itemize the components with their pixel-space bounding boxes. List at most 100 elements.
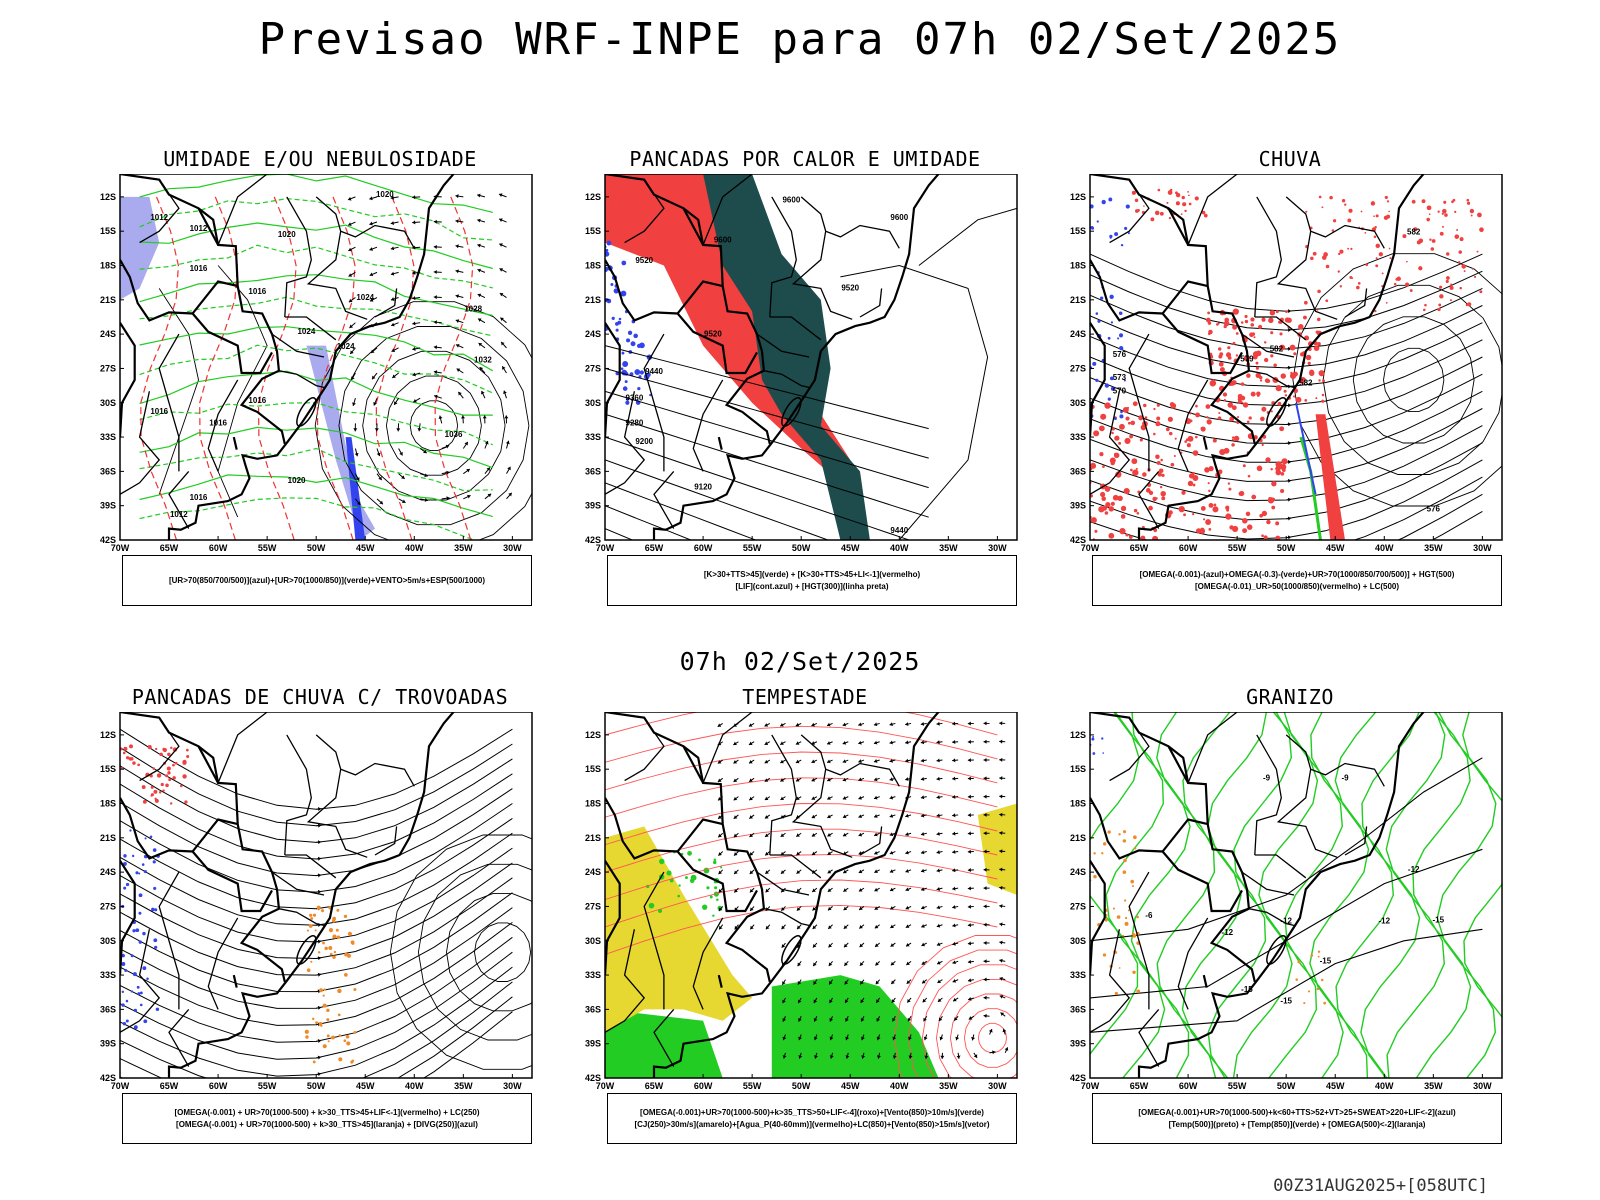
contour-label: 9120 (694, 483, 712, 492)
lat-tick-label: 18S (1070, 799, 1086, 809)
omega-rain-area (1267, 497, 1275, 504)
panel-title: PANCADAS POR CALOR E UMIDADE (629, 147, 981, 171)
wind-vector-head (379, 500, 383, 505)
omega-weak-area (1114, 232, 1119, 237)
omega-rain-area (1305, 210, 1308, 213)
wind-vector-head (780, 741, 784, 745)
omega-rain-area (1271, 505, 1276, 510)
wind-vector-head (967, 849, 971, 854)
lat-tick-label: 18S (585, 799, 601, 809)
omega-rain-area (1232, 308, 1239, 315)
lat-tick-label: 42S (585, 535, 601, 545)
divergence-250-area (125, 1019, 129, 1023)
omega-rain-area (1279, 332, 1283, 336)
omega-weak-area (1119, 414, 1124, 419)
lon-tick-label: 60W (694, 1081, 713, 1091)
wind-vector-head (764, 741, 769, 745)
hail-area (1102, 752, 1105, 754)
omega-weak-area (1114, 417, 1117, 420)
omega-rain-area (1173, 455, 1176, 458)
omega-rain-area (1203, 213, 1208, 218)
omega-rain-area (1235, 332, 1239, 335)
wind-vector-head (717, 723, 722, 727)
omega-rain-area (1200, 427, 1203, 430)
omega-rain-area (1200, 506, 1206, 511)
omega-weak-area (1092, 361, 1097, 366)
omega-rain-area (1229, 416, 1235, 422)
omega-weak-area (1109, 294, 1114, 299)
contour-label: 1012 (190, 224, 208, 233)
thunderstorm-red-area (120, 766, 124, 770)
humidity-low-level-contour (139, 174, 493, 213)
omega-weak-area (1109, 376, 1114, 381)
wind-vector-head (780, 870, 785, 874)
wind-vector-head (412, 321, 416, 326)
omega-rain-area (1329, 195, 1333, 200)
omega-rain-area (1341, 199, 1346, 203)
wind-vector-head (433, 244, 437, 249)
lon-tick-label: 45W (841, 543, 860, 553)
lat-tick-label: 39S (585, 1039, 601, 1049)
low-level-streamline (935, 978, 1017, 1078)
contour-label: 9360 (626, 393, 644, 402)
wind-vector-head (369, 247, 374, 251)
omega-rain-area (1373, 215, 1375, 218)
wind-vector-head (905, 887, 910, 892)
divergence-250-area (131, 854, 135, 858)
wind-vector-head (922, 998, 927, 1003)
omega-rain-area (1219, 367, 1225, 372)
omega-rain-area (1280, 472, 1285, 476)
lat-tick-label: 39S (100, 1039, 116, 1049)
wind-vector-head (873, 759, 878, 763)
wind-vector-head (795, 778, 800, 782)
omega-rain-area (1282, 468, 1286, 472)
omega-rain-area (1280, 373, 1286, 379)
panel-legend: [OMEGA(-0.001) + UR>70(1000-500) + k>30_… (122, 1093, 532, 1144)
wind-vector-head (967, 959, 972, 964)
wind-vector-head (317, 972, 322, 977)
omega-rain-area (1270, 467, 1273, 471)
omega-rain-area (1135, 467, 1138, 470)
lat-tick-label: 24S (1070, 867, 1086, 877)
wind-vector-head (764, 815, 769, 819)
wind-vector-head (749, 870, 754, 874)
wind-vector-head (905, 740, 909, 745)
wind-vector-head (875, 943, 879, 947)
thunderstorm-orange-area (322, 1003, 327, 1008)
lat-tick-label: 36S (1070, 466, 1086, 476)
omega-rain-area (1298, 324, 1304, 330)
omega-rain-area (1156, 403, 1160, 407)
wind-vector-head (967, 758, 971, 763)
lifted-index-contour (615, 322, 619, 326)
omega-rain-area (1271, 480, 1277, 487)
divergence-250-area (122, 1022, 127, 1026)
omega-rain-area (1253, 336, 1256, 339)
wind-vector-head (433, 370, 438, 375)
omega-rain-area (1100, 413, 1107, 420)
lon-tick-label: 45W (841, 1081, 860, 1091)
omega-rain-area (1125, 533, 1129, 537)
omega-weak-area (1120, 410, 1123, 414)
wind-vector-head (765, 888, 770, 893)
omega-rain-area (1242, 528, 1248, 534)
contour-label: 1024 (337, 342, 355, 351)
omega-rain-area (1136, 511, 1140, 515)
omega-rain-area (1246, 524, 1253, 530)
divergence-250-area (153, 886, 157, 891)
omega-rain-area (1449, 285, 1454, 290)
omega-rain-area (1318, 379, 1321, 382)
wind-vector-head (1287, 403, 1292, 408)
lifted-index-contour (639, 342, 645, 349)
map-canvas: 9600 9600 9600 9520 9520 9520 9440 9360 9280 9200… (585, 174, 1018, 553)
omega-rain-area (1248, 416, 1252, 420)
omega-rain-area (1388, 247, 1391, 250)
thunderstorm-orange-area (312, 1017, 315, 1021)
omega-500-area (1133, 835, 1137, 840)
omega-rain-area (1451, 200, 1454, 204)
lifted-index-contour (605, 266, 609, 273)
omega-rain-area (1266, 379, 1271, 383)
omega-weak-area (1110, 386, 1115, 391)
divergence-250-area (154, 908, 158, 912)
pressure-isobar (385, 375, 482, 476)
